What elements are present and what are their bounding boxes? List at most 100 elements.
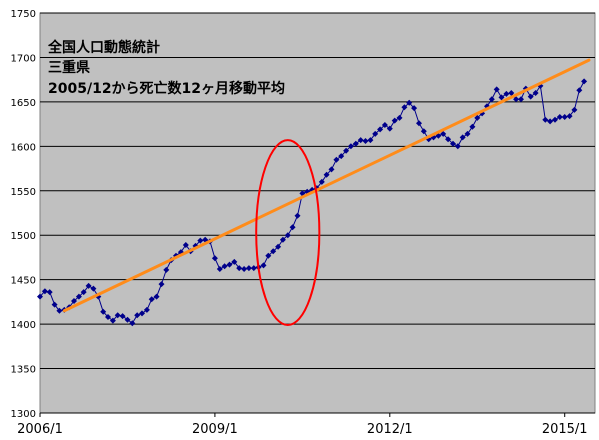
data-point (503, 90, 510, 97)
data-point (231, 258, 238, 265)
data-point (51, 301, 58, 308)
data-point (216, 266, 223, 272)
data-point (148, 296, 155, 303)
data-point (134, 312, 141, 319)
data-point (362, 138, 369, 144)
data-point (100, 308, 107, 315)
y-tick-label: 1750 (11, 9, 36, 20)
x-tick-label: 2009/1 (192, 422, 238, 437)
data-point (469, 123, 476, 130)
data-point (547, 118, 554, 125)
chart-title: 全国人口動態統計 三重県 2005/12から死亡数12ヶ月移動平均 (47, 39, 285, 97)
data-point (37, 293, 43, 300)
data-point (454, 143, 461, 150)
data-point (105, 314, 111, 320)
data-point (323, 171, 330, 178)
data-point (182, 242, 189, 248)
data-point (109, 317, 116, 324)
data-point (338, 153, 345, 160)
data-point (173, 252, 179, 259)
y-tick-label: 1450 (11, 276, 36, 287)
data-point (377, 126, 384, 133)
data-point (241, 266, 248, 272)
x-axis-ticks: 2006/1 2009/1 2012/1 2015/1 (17, 413, 588, 437)
data-point (464, 130, 471, 137)
y-tick-label: 1350 (11, 365, 36, 376)
data-point (328, 166, 335, 173)
data-point (518, 96, 524, 103)
data-point (153, 293, 160, 300)
y-tick-label: 1400 (11, 320, 36, 331)
data-point (508, 90, 515, 96)
data-point (552, 116, 558, 123)
data-point (459, 134, 466, 141)
data-point (318, 178, 325, 185)
data-point (143, 306, 150, 313)
y-axis-ticks: 1300 1350 1400 1450 1500 1550 1600 1650 1700 1750 (11, 9, 36, 420)
y-tick-label: 1650 (11, 98, 36, 109)
data-point (275, 243, 282, 250)
annotation-layer (255, 139, 321, 326)
data-point (75, 293, 82, 300)
data-point (90, 285, 97, 292)
data-point (561, 114, 568, 120)
data-point (488, 96, 495, 103)
data-point (542, 116, 549, 123)
title-line-3: 2005/12から死亡数12ヶ月移動平均 (48, 80, 285, 97)
data-point (221, 263, 228, 270)
data-point (406, 99, 413, 106)
y-tick-label: 1600 (11, 142, 36, 153)
data-point (347, 143, 354, 150)
data-point (411, 105, 418, 112)
data-point (236, 265, 243, 272)
data-point (420, 128, 427, 135)
data-point (445, 136, 452, 143)
data-point (367, 137, 374, 144)
data-point (163, 266, 170, 273)
data-point (372, 130, 379, 137)
data-point (396, 114, 403, 121)
data-point (566, 113, 573, 120)
data-point (80, 289, 87, 296)
data-point (576, 87, 583, 94)
data-point (498, 94, 505, 101)
data-point (513, 96, 520, 103)
title-line-2: 三重県 (48, 59, 90, 76)
x-tick-label: 2006/1 (17, 422, 63, 437)
y-tick-label: 1550 (11, 187, 36, 198)
data-point (343, 147, 350, 154)
data-point (284, 232, 291, 239)
series-layer (37, 58, 591, 327)
data-point (245, 265, 252, 272)
data-point (581, 78, 588, 85)
data-point (289, 224, 296, 231)
data-point (124, 316, 131, 323)
data-point (260, 262, 267, 269)
data-point (119, 313, 126, 320)
data-point (71, 298, 77, 304)
data-point (527, 93, 534, 100)
y-tick-label: 1300 (11, 409, 36, 420)
title-line-1: 全国人口動態統計 (47, 39, 160, 56)
data-point (401, 104, 408, 111)
data-point (294, 212, 301, 219)
trendline (62, 58, 591, 313)
data-point (197, 237, 204, 244)
data-point (333, 156, 340, 163)
data-point (46, 289, 53, 296)
data-point (556, 114, 563, 120)
data-point (381, 122, 388, 128)
data-point (416, 120, 422, 127)
data-point (532, 90, 539, 96)
data-point (41, 288, 48, 295)
data-point (139, 310, 145, 317)
data-point (211, 255, 218, 262)
data-point (450, 140, 456, 147)
data-point (114, 312, 121, 319)
x-tick-label: 2015/1 (542, 422, 588, 437)
data-point (270, 248, 277, 255)
data-point (265, 252, 272, 259)
data-point (474, 114, 481, 121)
y-tick-label: 1500 (11, 231, 36, 242)
